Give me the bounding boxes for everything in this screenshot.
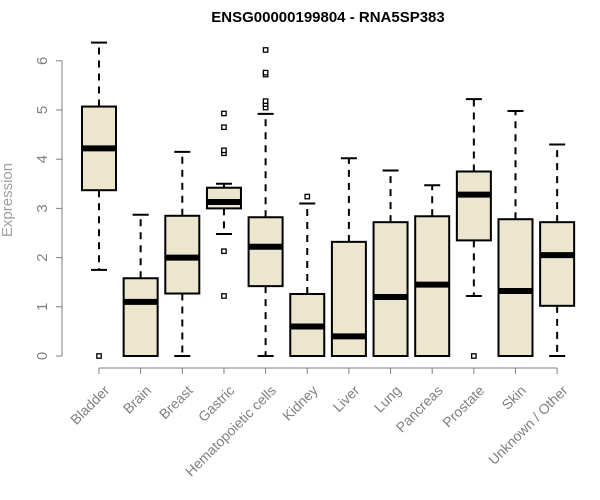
x-tick-label: Unknown / Other xyxy=(485,382,571,468)
box-iqr xyxy=(497,218,534,357)
box-iqr xyxy=(205,186,242,210)
x-tick-label: Breast xyxy=(156,382,196,422)
y-tick-label: 0 xyxy=(34,352,51,360)
box-gastric xyxy=(205,110,242,299)
x-tick-label: Bladder xyxy=(67,382,113,428)
x-tick-label: Kidney xyxy=(279,382,321,424)
y-tick-label: 2 xyxy=(34,253,51,261)
outlier-point xyxy=(221,110,227,117)
box-iqr xyxy=(372,221,409,357)
outlier-point xyxy=(304,193,311,200)
x-tick-label: Skin xyxy=(498,382,529,413)
outlier-point xyxy=(96,353,102,359)
box-liver xyxy=(330,157,367,357)
box-series xyxy=(81,41,576,359)
x-tick-label: Liver xyxy=(330,382,363,415)
box-lung xyxy=(372,169,409,357)
box-pancreas xyxy=(414,184,451,357)
box-iqr xyxy=(455,170,492,242)
x-tick-label: Lung xyxy=(371,382,404,415)
chart-title: ENSG00000199804 - RNA5SP383 xyxy=(211,9,444,26)
y-tick-label: 5 xyxy=(34,106,51,114)
outlier-point xyxy=(221,124,227,131)
box-prostate xyxy=(455,98,492,359)
box-iqr xyxy=(122,277,159,358)
outlier-point xyxy=(262,47,269,53)
box-iqr xyxy=(539,221,576,307)
outlier-point xyxy=(221,147,227,154)
box-hematopoietic-cells xyxy=(247,47,284,357)
y-tick-label: 4 xyxy=(34,155,51,163)
outlier-point xyxy=(221,248,227,255)
y-tick-label: 6 xyxy=(34,57,51,65)
x-tick-label: Prostate xyxy=(439,382,487,430)
box-bladder xyxy=(81,41,117,359)
box-brain xyxy=(122,213,159,358)
box-kidney xyxy=(289,193,326,357)
box-skin xyxy=(497,109,534,357)
y-axis-label: Expression xyxy=(0,163,16,237)
box-iqr xyxy=(247,216,284,288)
outlier-point xyxy=(470,353,477,359)
y-axis: 0 1 2 3 4 5 6 xyxy=(34,57,63,360)
x-tick-label: Brain xyxy=(120,382,154,416)
outlier-point xyxy=(262,69,269,76)
outlier-point xyxy=(221,293,227,299)
y-tick-label: 1 xyxy=(34,303,51,311)
outlier-point xyxy=(262,98,269,104)
y-tick-label: 3 xyxy=(34,204,51,212)
box-breast xyxy=(164,150,201,357)
box-unknown-other xyxy=(539,143,576,357)
